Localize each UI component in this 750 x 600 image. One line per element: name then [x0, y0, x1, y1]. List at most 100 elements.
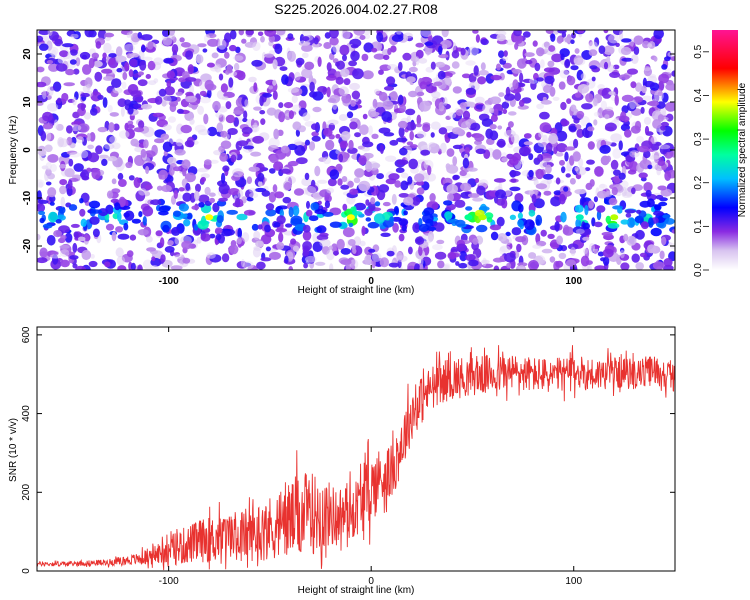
spectrogram-cell [523, 133, 532, 139]
spectrogram-cell [93, 60, 103, 68]
spectrogram-cell [481, 259, 490, 264]
spectrogram-cell [70, 223, 80, 228]
spectrogram-cell [149, 265, 160, 270]
spectrogram-cell [522, 48, 527, 59]
spectrogram-cell [635, 229, 645, 240]
spectrogram-cell [47, 103, 59, 112]
spectrogram-cell [103, 76, 114, 81]
spectrogram-cell [409, 144, 418, 149]
spectrogram-cell [650, 136, 657, 145]
spectrogram-cell [408, 246, 413, 255]
spectrogram-cell [613, 169, 621, 176]
spectrogram-cell [342, 203, 348, 211]
spectrogram-cell [207, 38, 219, 47]
spectrogram-cell [91, 52, 100, 59]
spectrogram-cell [147, 60, 156, 71]
spectrogram-cell [287, 143, 298, 151]
spectrogram-cell [650, 142, 660, 151]
spectrogram-cell [661, 111, 667, 117]
spectrogram-cell [510, 178, 517, 183]
spectrogram-cell [354, 132, 361, 138]
spectrogram-cell [451, 61, 460, 69]
spectrogram-cell [390, 91, 398, 102]
spectrogram-cell [401, 224, 407, 232]
spectrogram-cell [630, 81, 637, 89]
spectrogram-cell [406, 76, 416, 83]
spectrogram-cell [422, 213, 434, 224]
spectrogram-cell [273, 128, 280, 140]
spectrogram-cell [539, 122, 552, 133]
spectrogram-cell [559, 193, 566, 205]
spectrogram-cell [314, 165, 321, 177]
spectrogram-cell [280, 168, 291, 174]
spectrogram-cell [94, 71, 103, 82]
spectrogram-cell [241, 232, 250, 243]
spectrogram-cell [123, 222, 129, 231]
spectrogram-cell [396, 30, 402, 35]
spectrogram-cell [47, 154, 59, 163]
spectrogram-cell [288, 266, 293, 270]
spectrogram-cell [371, 162, 381, 169]
colorbar-gradient [712, 30, 738, 270]
spectrogram-cell [108, 122, 115, 133]
spectrogram-cell [314, 209, 327, 215]
spectrogram-cell [349, 82, 361, 91]
spectrogram-cell [454, 199, 466, 208]
spectrogram-cell [361, 225, 366, 236]
spectrogram-cell [648, 100, 659, 107]
spectrogram-cell [448, 112, 457, 119]
spectrogram-cell [278, 102, 284, 109]
spectrogram-cell [418, 245, 423, 256]
spectrogram-cell [124, 122, 129, 131]
spectrogram-cell [406, 141, 414, 146]
spectrogram-cell [72, 96, 77, 106]
spectrogram-cell [207, 88, 212, 99]
spectrogram-cell [610, 159, 619, 170]
spectrogram-cell [374, 88, 380, 95]
spectrogram-x-tick-label: 100 [565, 276, 582, 287]
spectrogram-cell [574, 189, 587, 195]
spectrogram-cell [106, 190, 114, 199]
spectrogram-cell [472, 30, 479, 34]
spectrogram-cell [257, 181, 263, 187]
spectrogram-cell [476, 185, 486, 196]
spectrogram-cell [627, 169, 637, 175]
spectrogram-cell [386, 76, 396, 86]
spectrogram-cell [602, 256, 610, 266]
spectrogram-cell [283, 230, 294, 236]
spectrogram-cell [287, 160, 299, 167]
spectrogram-cell [122, 71, 128, 81]
spectrogram-cell [379, 144, 384, 154]
spectrogram-cell [452, 156, 458, 166]
spectrogram-cell [200, 96, 211, 104]
spectrogram-cell [79, 208, 86, 217]
spectrogram-cell [518, 82, 526, 88]
spectrogram-cell [37, 199, 49, 204]
spectrogram-cell [409, 130, 415, 141]
spectrogram-cell [115, 46, 123, 57]
spectrogram-cell [350, 100, 356, 107]
spectrogram-cell [620, 111, 627, 122]
spectrogram-cell [464, 147, 470, 154]
spectrogram-cell [229, 71, 238, 77]
spectrogram-cell [318, 205, 324, 210]
spectrogram-cell [292, 245, 300, 252]
spectrogram-cell [399, 147, 408, 156]
spectrogram-cell [233, 62, 240, 71]
spectrogram-cell [69, 255, 79, 260]
snr-series-line [37, 345, 675, 571]
spectrogram-cell [269, 252, 281, 260]
spectrogram-cell [588, 41, 598, 51]
spectrogram-cell [652, 261, 665, 270]
spectrogram-cell [164, 246, 175, 253]
spectrogram-cell [376, 173, 384, 180]
spectrogram-cell [516, 58, 527, 69]
spectrogram-cell [603, 45, 615, 55]
spectrogram-cell [388, 262, 400, 268]
spectrogram-cell [352, 68, 364, 80]
spectrogram-cell [292, 205, 300, 217]
spectrogram-cell [42, 111, 53, 122]
spectrogram-cell [197, 220, 209, 230]
spectrogram-cell [364, 254, 373, 265]
spectrogram-cell [416, 131, 427, 139]
